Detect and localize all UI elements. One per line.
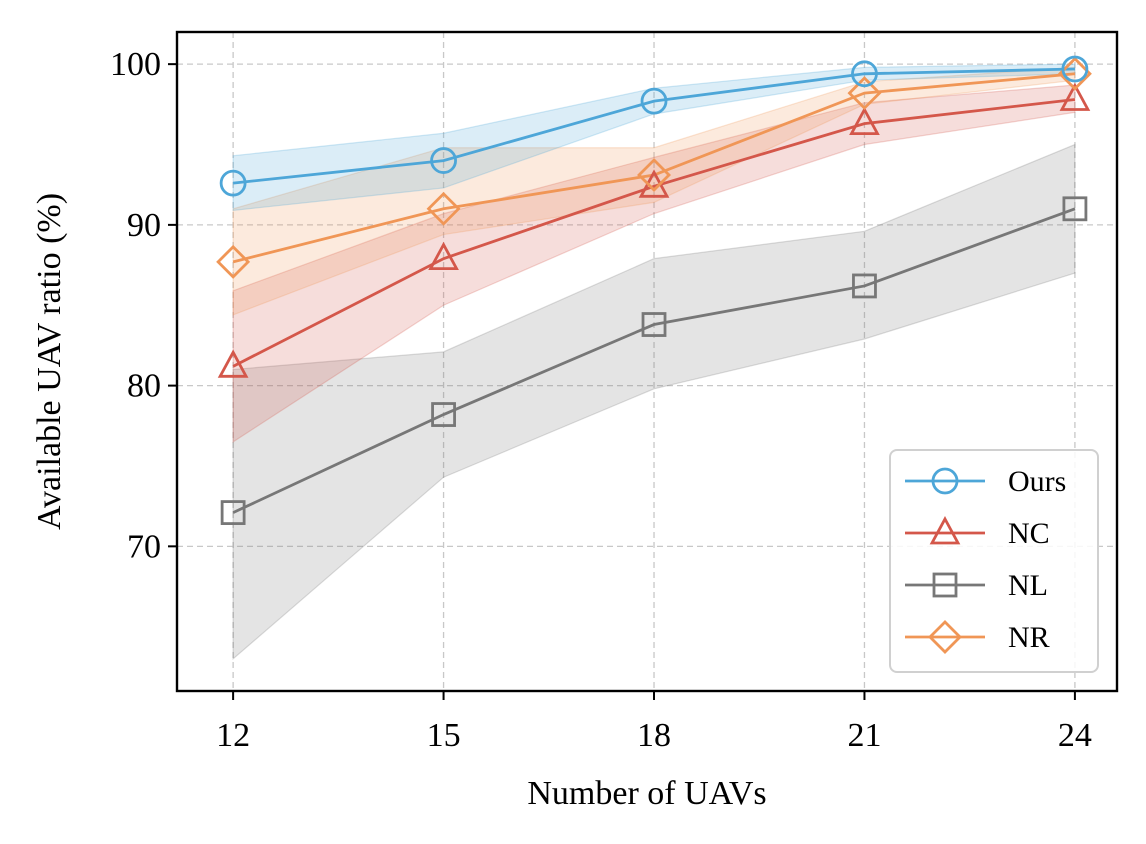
line-nc <box>232 98 1076 368</box>
plot-frame <box>175 30 1119 693</box>
y-tick-label: 90 <box>127 207 161 244</box>
x-tick-label: 21 <box>847 717 881 754</box>
point-nr-21 <box>847 76 882 111</box>
point-nl-12 <box>220 500 246 525</box>
line-ours <box>232 67 1075 185</box>
legend-marker-nc <box>929 516 961 545</box>
x-tick-label: 18 <box>637 717 671 754</box>
point-ours-21 <box>851 60 878 88</box>
y-tick-label: 80 <box>127 368 161 405</box>
point-ours-24 <box>1061 55 1089 83</box>
point-nl-18 <box>641 312 667 337</box>
band-nc <box>232 84 1076 443</box>
legend-entry-nl: NL <box>905 569 1048 602</box>
point-ours-12 <box>219 169 247 197</box>
tick-layer: 12 15 18 21 24 70 80 90 100 <box>110 46 1092 754</box>
point-nc-24 <box>1059 82 1091 111</box>
point-ours-18 <box>640 87 668 115</box>
legend-entry-ours: Ours <box>905 465 1066 498</box>
legend-box <box>889 449 1099 673</box>
legend-label-ours: Ours <box>1008 465 1066 498</box>
point-nl-21 <box>852 273 877 299</box>
legend-label-nl: NL <box>1008 569 1048 602</box>
legend-label-nc: NC <box>1008 517 1050 550</box>
legend: Ours NC NL NR <box>889 449 1099 673</box>
x-tick-label: 24 <box>1058 717 1092 754</box>
legend-entries: Ours NC NL NR <box>905 465 1066 654</box>
y-tick-label: 100 <box>110 46 161 83</box>
point-nc-15 <box>428 241 459 271</box>
legend-marker-ours <box>931 467 959 495</box>
point-nr-24 <box>1057 56 1092 91</box>
band-nl <box>232 143 1076 661</box>
point-nr-12 <box>216 244 251 279</box>
legend-marker-nr <box>928 620 962 654</box>
point-nr-18 <box>637 158 671 193</box>
legend-marker-nl <box>932 572 958 598</box>
marker-layer <box>216 55 1092 525</box>
legend-entry-nr: NR <box>905 620 1050 654</box>
legend-entry-nc: NC <box>905 516 1050 550</box>
point-nc-21 <box>849 106 880 136</box>
point-nr-15 <box>426 191 461 226</box>
x-tick-label: 15 <box>427 717 461 754</box>
point-nc-12 <box>217 349 249 378</box>
point-nl-15 <box>431 402 456 427</box>
point-ours-15 <box>430 147 457 174</box>
x-axis-label: Number of UAVs <box>527 775 766 812</box>
x-tick-label: 12 <box>216 717 250 754</box>
y-axis-label: Available UAV ratio (%) <box>31 193 68 530</box>
legend-label-nr: NR <box>1008 621 1050 654</box>
line-nl <box>232 207 1076 514</box>
line-layer <box>232 67 1076 514</box>
y-tick-label: 70 <box>127 528 161 565</box>
point-nl-24 <box>1062 196 1088 222</box>
